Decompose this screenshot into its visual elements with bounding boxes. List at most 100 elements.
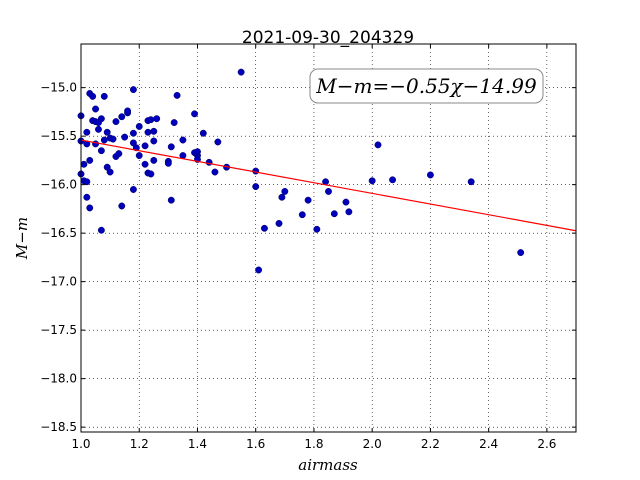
data-point bbox=[141, 142, 149, 150]
data-point bbox=[92, 140, 100, 148]
data-point bbox=[517, 249, 525, 257]
y-tick-label: −17.0 bbox=[40, 275, 77, 289]
data-point bbox=[83, 193, 91, 201]
annotation-text: M−m=−0.55χ−14.99 bbox=[315, 74, 537, 98]
data-point bbox=[141, 160, 149, 168]
fit-annotation: M−m=−0.55χ−14.99 bbox=[309, 68, 544, 104]
x-tick-labels: 1.0 1.2 1.4 1.6 1.8 2.0 2.2 2.4 2.6 bbox=[71, 437, 556, 451]
data-point bbox=[147, 170, 155, 178]
x-tick-label: 1.8 bbox=[304, 437, 323, 451]
data-point bbox=[164, 159, 172, 167]
x-tick-label: 1.0 bbox=[71, 437, 90, 451]
data-point bbox=[80, 160, 88, 168]
data-point bbox=[211, 168, 219, 176]
data-point bbox=[129, 86, 137, 94]
data-point bbox=[86, 156, 94, 164]
data-point bbox=[255, 266, 263, 274]
data-point bbox=[112, 118, 120, 126]
data-point bbox=[374, 141, 382, 149]
data-point bbox=[135, 123, 143, 130]
data-point bbox=[237, 68, 245, 76]
data-point bbox=[124, 107, 132, 115]
data-point bbox=[389, 176, 397, 184]
data-point bbox=[150, 156, 158, 164]
data-point bbox=[260, 224, 268, 232]
data-point bbox=[191, 110, 199, 118]
data-point bbox=[103, 128, 111, 136]
data-point bbox=[281, 187, 289, 195]
y-tick-label: −17.5 bbox=[40, 323, 77, 337]
y-tick-label: −15.5 bbox=[40, 129, 77, 143]
data-point bbox=[97, 226, 105, 234]
y-tick-label: −16.5 bbox=[40, 226, 77, 240]
data-point bbox=[275, 220, 283, 227]
data-point bbox=[153, 115, 161, 123]
data-point bbox=[167, 143, 175, 151]
data-point bbox=[330, 210, 338, 218]
data-point bbox=[118, 113, 126, 121]
x-tick-label: 2.0 bbox=[363, 437, 382, 451]
data-point bbox=[95, 125, 102, 133]
x-tick-label: 2.2 bbox=[421, 437, 440, 451]
data-point bbox=[426, 171, 434, 179]
data-point bbox=[135, 152, 143, 160]
x-tick-label: 2.4 bbox=[479, 437, 498, 451]
y-tick-label: −18.5 bbox=[40, 420, 77, 434]
data-point bbox=[298, 211, 306, 219]
data-point bbox=[121, 133, 129, 141]
data-point bbox=[115, 150, 123, 158]
axis-ticks bbox=[80, 44, 576, 432]
x-tick-label: 1.6 bbox=[246, 437, 265, 451]
data-point bbox=[313, 225, 321, 233]
data-point bbox=[173, 91, 181, 99]
x-tick-label: 2.6 bbox=[537, 437, 556, 451]
data-point bbox=[92, 105, 100, 113]
y-tick-label: −15.0 bbox=[40, 81, 77, 95]
data-point bbox=[106, 168, 114, 176]
data-point bbox=[100, 92, 108, 100]
x-tick-label: 1.2 bbox=[130, 437, 149, 451]
data-point bbox=[467, 178, 475, 186]
data-point bbox=[214, 138, 222, 146]
data-point bbox=[97, 115, 105, 123]
data-point bbox=[83, 178, 91, 186]
data-point bbox=[129, 186, 137, 193]
data-point bbox=[199, 129, 207, 137]
data-point bbox=[252, 183, 260, 191]
x-axis-label: airmass bbox=[298, 456, 358, 474]
y-tick-label: −16.0 bbox=[40, 178, 77, 192]
data-point bbox=[205, 158, 213, 166]
data-point bbox=[150, 127, 158, 135]
y-tick-labels: −15.0 −15.5 −16.0 −16.5 −17.0 −17.5 −18.0 −18.5 bbox=[40, 81, 77, 434]
y-tick-label: −18.0 bbox=[40, 372, 77, 386]
data-point bbox=[109, 135, 117, 143]
data-point bbox=[325, 187, 332, 195]
data-point bbox=[170, 119, 178, 127]
data-point bbox=[144, 128, 152, 136]
data-point bbox=[83, 128, 91, 136]
data-point bbox=[179, 136, 187, 144]
data-point bbox=[97, 147, 105, 155]
annotation-box bbox=[309, 68, 544, 104]
plot-frame bbox=[80, 43, 577, 433]
data-point bbox=[194, 148, 201, 156]
data-point bbox=[167, 196, 175, 204]
data-point bbox=[368, 177, 376, 185]
data-point bbox=[304, 196, 312, 204]
data-point bbox=[86, 204, 94, 212]
data-point bbox=[278, 193, 286, 201]
data-points bbox=[77, 68, 525, 274]
data-point bbox=[129, 129, 137, 137]
data-point bbox=[150, 137, 158, 145]
data-point bbox=[89, 92, 97, 100]
y-axis-label: M−m bbox=[13, 217, 31, 260]
data-point bbox=[118, 202, 126, 210]
fit-line bbox=[80, 139, 577, 232]
chart-title: 2021-09-30_204329 bbox=[242, 28, 414, 48]
data-point bbox=[100, 136, 108, 144]
data-point bbox=[345, 208, 353, 216]
x-tick-label: 1.4 bbox=[188, 437, 207, 451]
data-point bbox=[147, 116, 155, 124]
data-point bbox=[342, 198, 350, 206]
